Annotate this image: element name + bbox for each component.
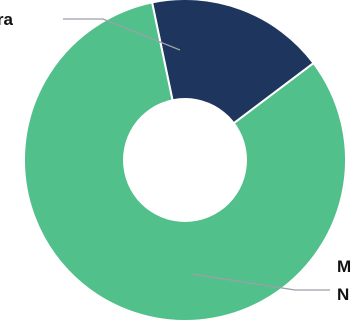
slice-label-2-line-1: M [337,257,351,276]
donut-hole [123,98,247,222]
slice-label-2: M N [337,257,355,304]
slice-label-2-line-2: N [337,285,349,304]
slice-label-1: ra [0,10,14,29]
leader-line-slice-1 [102,18,181,51]
leader-line-slice-2 [191,273,296,291]
